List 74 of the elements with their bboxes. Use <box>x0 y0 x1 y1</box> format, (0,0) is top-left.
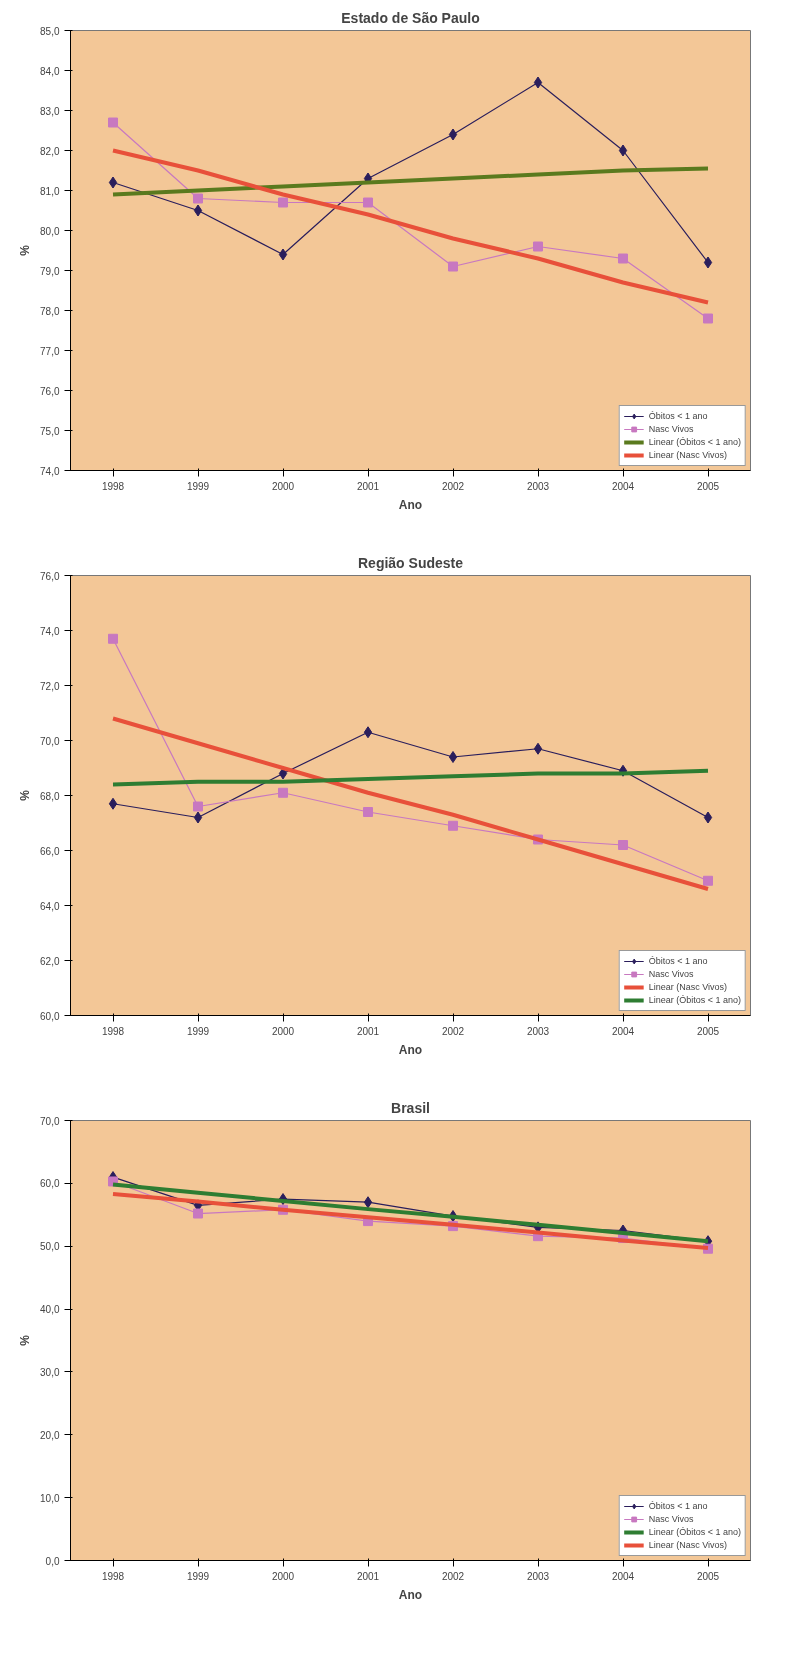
x-tick-label: 2004 <box>611 1025 635 1037</box>
x-tick-label: 2000 <box>271 1025 295 1037</box>
x-tick-label: 2002 <box>441 480 465 492</box>
x-tick-label: 2000 <box>271 480 295 492</box>
y-tick-label: 74,0 <box>40 465 60 477</box>
x-tick-label: 2005 <box>696 1570 720 1582</box>
y-axis-title: % <box>18 789 33 801</box>
legend-label: Linear (Nasc Vivos) <box>648 1539 728 1551</box>
x-tick-label: 2004 <box>611 480 635 492</box>
x-tick-label: 1998 <box>101 1025 125 1037</box>
x-tick-label: 2004 <box>611 1570 635 1582</box>
y-tick-label: 76,0 <box>40 570 60 582</box>
x-tick-label: 2005 <box>696 1025 720 1037</box>
x-tick-label: 2001 <box>356 1570 380 1582</box>
chart-title: Estado de São Paulo <box>341 9 480 26</box>
y-tick-label: 40,0 <box>40 1304 60 1316</box>
y-tick-label: 50,0 <box>40 1241 60 1253</box>
y-tick-label: 85,0 <box>40 25 60 37</box>
y-tick-label: 82,0 <box>40 145 60 157</box>
legend-label: Linear (Óbitos < 1 ano) <box>648 436 741 448</box>
legend-label: Nasc Vivos <box>648 968 694 980</box>
legend-label: Linear (Nasc Vivos) <box>648 981 728 993</box>
chart-title: Brasil <box>391 1099 430 1116</box>
y-tick-label: 10,0 <box>40 1492 60 1504</box>
x-tick-label: 2005 <box>696 480 720 492</box>
legend-label: Linear (Óbitos < 1 ano) <box>648 994 741 1006</box>
legend-label: Linear (Nasc Vivos) <box>648 449 728 461</box>
x-tick-label: 2003 <box>526 1025 550 1037</box>
y-tick-label: 30,0 <box>40 1366 60 1378</box>
y-tick-label: 20,0 <box>40 1429 60 1441</box>
x-tick-label: 1999 <box>186 1570 210 1582</box>
x-tick-label: 2001 <box>356 480 380 492</box>
y-tick-label: 64,0 <box>40 900 60 912</box>
legend-label: Nasc Vivos <box>648 1513 694 1525</box>
y-tick-label: 80,0 <box>40 225 60 237</box>
legend-label: Nasc Vivos <box>648 423 694 435</box>
legend-label: Óbitos < 1 ano <box>648 410 708 422</box>
y-tick-label: 60,0 <box>40 1178 60 1190</box>
legend-label: Óbitos < 1 ano <box>648 1500 708 1512</box>
x-axis-title: Ano <box>398 497 423 512</box>
y-tick-label: 72,0 <box>40 680 60 692</box>
y-axis-title: % <box>18 244 33 256</box>
x-axis-title: Ano <box>398 1042 423 1057</box>
y-tick-label: 79,0 <box>40 265 60 277</box>
x-tick-label: 1999 <box>186 1025 210 1037</box>
y-tick-label: 70,0 <box>40 1115 60 1127</box>
x-tick-label: 2003 <box>526 1570 550 1582</box>
y-tick-label: 76,0 <box>40 385 60 397</box>
y-tick-label: 66,0 <box>40 845 60 857</box>
y-axis-title: % <box>18 1334 33 1346</box>
y-tick-label: 77,0 <box>40 345 60 357</box>
y-tick-label: 81,0 <box>40 185 60 197</box>
y-tick-label: 0,0 <box>45 1555 60 1567</box>
y-tick-label: 78,0 <box>40 305 60 317</box>
y-tick-label: 83,0 <box>40 105 60 117</box>
y-tick-label: 60,0 <box>40 1010 60 1022</box>
x-tick-label: 1998 <box>101 1570 125 1582</box>
x-tick-label: 1998 <box>101 480 125 492</box>
legend-label: Linear (Óbitos < 1 ano) <box>648 1526 741 1538</box>
x-tick-label: 2002 <box>441 1025 465 1037</box>
x-tick-label: 2001 <box>356 1025 380 1037</box>
x-tick-label: 2002 <box>441 1570 465 1582</box>
x-tick-label: 2000 <box>271 1570 295 1582</box>
y-tick-label: 62,0 <box>40 955 60 967</box>
y-tick-label: 75,0 <box>40 425 60 437</box>
y-tick-label: 84,0 <box>40 65 60 77</box>
y-tick-label: 68,0 <box>40 790 60 802</box>
x-axis-title: Ano <box>398 1587 423 1602</box>
x-tick-label: 2003 <box>526 480 550 492</box>
x-tick-label: 1999 <box>186 480 210 492</box>
chart-title: Região Sudeste <box>357 554 464 571</box>
y-tick-label: 70,0 <box>40 735 60 747</box>
legend-label: Óbitos < 1 ano <box>648 955 708 967</box>
y-tick-label: 74,0 <box>40 625 60 637</box>
